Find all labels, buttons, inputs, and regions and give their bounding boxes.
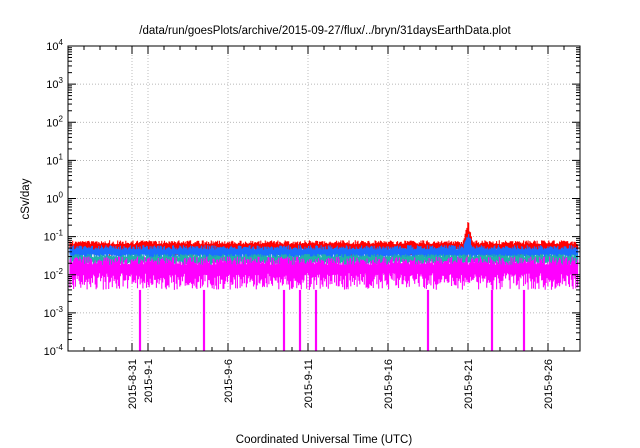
chart-title: /data/run/goesPlots/archive/2015-09-27/f… [139, 25, 511, 37]
y-tick-label: 10-4 [44, 343, 64, 358]
series-layer [69, 222, 579, 351]
x-tick-labels: 2015-8-31 2015-9-1 2015-9-6 2015-9-11 2015-9… [127, 359, 555, 409]
series-3-line [69, 256, 579, 290]
x-tick-label: 2015-8-31 [127, 359, 139, 409]
y-tick-label: 102 [46, 114, 63, 129]
grid [68, 46, 580, 351]
y-tick-label: 103 [46, 76, 63, 91]
x-tick-label: 2015-9-21 [463, 359, 475, 409]
y-tick-label: 10-2 [44, 267, 64, 282]
x-tick-label: 2015-9-1 [143, 359, 155, 403]
y-tick-label: 104 [46, 38, 63, 53]
y-tick-label: 10-1 [44, 229, 64, 244]
y-tick-labels: 10-4 10-3 10-2 10-1 100 101 102 103 104 [44, 38, 64, 358]
y-axis-label: cSv/day [20, 178, 32, 219]
y-tick-label: 100 [46, 191, 63, 206]
y-tick-label: 101 [46, 152, 63, 167]
x-tick-label: 2015-9-11 [303, 359, 315, 408]
axis-ticks [67, 45, 581, 352]
y-tick-label: 10-3 [44, 305, 64, 320]
x-tick-label: 2015-9-16 [383, 359, 395, 409]
x-axis-label: Coordinated Universal Time (UTC) [236, 434, 413, 446]
x-tick-label: 2015-9-6 [223, 359, 235, 403]
x-tick-label: 2015-9-26 [543, 359, 555, 409]
